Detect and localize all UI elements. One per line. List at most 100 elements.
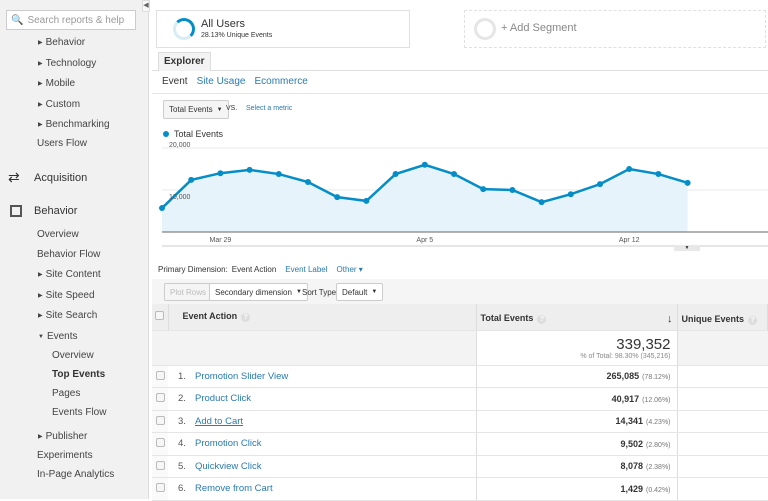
data-point <box>597 181 603 188</box>
total-summary: 339,352% of Total: 98.30% (345,216) <box>475 330 678 366</box>
area-fill <box>162 164 688 232</box>
unique-events-cell <box>677 365 768 388</box>
row-checkbox[interactable] <box>155 460 165 470</box>
chart-resize-handle[interactable]: ▼ <box>674 245 700 251</box>
total-events-cell: 14,341 (4.23%) <box>475 410 678 433</box>
sidebar-item-events-overview[interactable]: Overview <box>52 350 94 361</box>
sidebar-item-experiments[interactable]: Experiments <box>37 450 93 461</box>
event-action-link[interactable]: Product Click <box>195 393 251 405</box>
event-action-link[interactable]: Remove from Cart <box>195 483 273 495</box>
primary-dimension-bar: Primary Dimension: Event Action Event La… <box>158 265 363 274</box>
total-events-cell: 1,429 (0.42%) <box>475 477 678 501</box>
data-table: Event Action? Total Events? ↓ Unique Even… <box>152 304 768 501</box>
table-row: 2. Product Click 40,917 (12.06%) <box>152 387 768 411</box>
sidebar-item-behavior-flow[interactable]: Behavior Flow <box>37 249 101 260</box>
sidebar-item-events[interactable]: ▼ Events <box>38 331 78 342</box>
sidebar-item-behavior-audience[interactable]: ▶ Behavior <box>38 37 86 48</box>
sidebar-item-events-pages[interactable]: Pages <box>52 388 81 399</box>
data-point <box>363 197 370 204</box>
sidebar-item-in-page-analytics[interactable]: In-Page Analytics <box>37 469 115 480</box>
sidebar-item-users-flow[interactable]: Users Flow <box>37 138 88 149</box>
unique-events-cell <box>677 387 768 411</box>
data-point <box>275 171 282 178</box>
unique-events-cell <box>677 432 768 456</box>
main-content: All Users 28.13% Unique Events + Add Seg… <box>152 0 768 501</box>
data-point <box>246 166 253 173</box>
x-tick-label: Apr 5 <box>416 237 433 244</box>
data-point <box>567 191 574 198</box>
row-checkbox[interactable] <box>155 438 165 448</box>
sidebar-item-custom[interactable]: ▶ Custom <box>38 99 81 110</box>
unique-events-cell <box>677 410 768 433</box>
data-point <box>509 187 516 193</box>
subtab-event[interactable]: Event <box>162 76 188 87</box>
dimension-event-action[interactable]: Event Action <box>231 265 277 274</box>
sidebar-item-mobile[interactable]: ▶ Mobile <box>38 78 76 89</box>
dimension-event-label[interactable]: Event Label <box>285 265 328 274</box>
y-tick-label: 10,000 <box>169 194 191 201</box>
row-checkbox[interactable] <box>155 370 165 380</box>
sidebar-item-benchmarking[interactable]: ▶ Benchmarking <box>38 119 110 130</box>
add-segment-ring-icon <box>474 18 496 40</box>
add-segment-button[interactable]: + Add Segment <box>464 10 766 48</box>
select-metric-link[interactable]: Select a metric <box>246 105 293 112</box>
row-checkbox[interactable] <box>155 393 165 403</box>
search-input[interactable]: 🔍 Search reports & help <box>6 10 136 30</box>
sidebar-item-events-flow[interactable]: Events Flow <box>52 407 107 418</box>
header-total-events[interactable]: Total Events? ↓ <box>476 304 678 331</box>
row-checkbox[interactable] <box>155 415 165 425</box>
header-event-action[interactable]: Event Action? <box>168 304 477 331</box>
row-checkbox[interactable] <box>155 483 165 493</box>
data-point <box>305 179 311 186</box>
select-all-checkbox[interactable] <box>155 311 165 321</box>
collapse-sidebar-button[interactable]: ◀ <box>142 0 150 12</box>
chart: 20,000 10,000 Mar 29 Apr 5 Apr 12 <box>159 142 768 244</box>
segment-ring-icon <box>173 18 195 40</box>
sidebar-item-site-content[interactable]: ▶ Site Content <box>38 269 101 280</box>
data-point <box>684 179 691 186</box>
sort-type-label: Sort Type: <box>302 288 339 297</box>
header-unique-events[interactable]: Unique Events? <box>677 304 768 331</box>
search-icon: 🔍 <box>11 14 24 26</box>
data-point <box>538 199 545 206</box>
sidebar-item-behavior-overview[interactable]: Overview <box>37 229 79 240</box>
sidebar-item-site-search[interactable]: ▶ Site Search <box>38 310 98 321</box>
data-point <box>188 176 195 183</box>
sidebar-item-top-events[interactable]: Top Events <box>52 369 106 380</box>
sidebar-item-technology[interactable]: ▶ Technology <box>38 58 97 69</box>
sort-type-dropdown[interactable]: Default ▼ <box>336 283 384 301</box>
event-action-link[interactable]: Add to Cart <box>195 415 244 427</box>
dimension-other[interactable]: Other ▾ <box>336 265 363 274</box>
event-action-link[interactable]: Quickview Click <box>195 460 262 472</box>
chevron-down-icon: ▼ <box>295 289 302 295</box>
plot-rows-button[interactable]: Plot Rows <box>164 283 213 301</box>
table-row: 1. Promotion Slider View 265,085 (78.12%) <box>152 365 768 388</box>
chevron-down-icon: ▼ <box>216 106 223 113</box>
segment-all-users[interactable]: All Users 28.13% Unique Events <box>156 10 410 48</box>
subtab-ecommerce[interactable]: Ecommerce <box>254 76 308 87</box>
event-action-link[interactable]: Promotion Slider View <box>195 370 289 382</box>
table-row: 5. Quickview Click 8,078 (2.38%) <box>152 455 768 478</box>
event-action-link[interactable]: Promotion Click <box>195 438 262 450</box>
sidebar-item-site-speed[interactable]: ▶ Site Speed <box>38 290 95 301</box>
total-events-cell: 9,502 (2.80%) <box>475 432 678 456</box>
subtab-site-usage[interactable]: Site Usage <box>196 76 246 87</box>
data-point <box>626 166 633 172</box>
x-tick-label: Apr 12 <box>619 237 640 244</box>
sidebar-item-behavior[interactable]: Behavior <box>8 205 77 217</box>
chart-legend: Total Events <box>163 129 223 139</box>
sidebar-item-publisher[interactable]: ▶ Publisher <box>38 431 88 442</box>
sidebar-item-acquisition[interactable]: ⇄ Acquisition <box>8 169 88 185</box>
table-row: 6. Remove from Cart 1,429 (0.42%) <box>152 477 768 501</box>
secondary-dimension-dropdown[interactable]: Secondary dimension ▼ <box>209 283 308 301</box>
help-icon: ? <box>748 315 758 325</box>
tab-explorer[interactable]: Explorer <box>158 52 211 71</box>
total-events-cell: 40,917 (12.06%) <box>475 387 678 411</box>
metric-dropdown[interactable]: Total Events ▼ <box>163 100 229 119</box>
total-events-cell: 8,078 (2.38%) <box>475 455 678 478</box>
help-icon: ? <box>537 314 547 324</box>
acquisition-icon: ⇄ <box>8 169 20 185</box>
x-tick-label: Mar 29 <box>210 237 232 244</box>
legend-dot <box>163 131 169 137</box>
y-tick-label: 20,000 <box>169 142 191 149</box>
